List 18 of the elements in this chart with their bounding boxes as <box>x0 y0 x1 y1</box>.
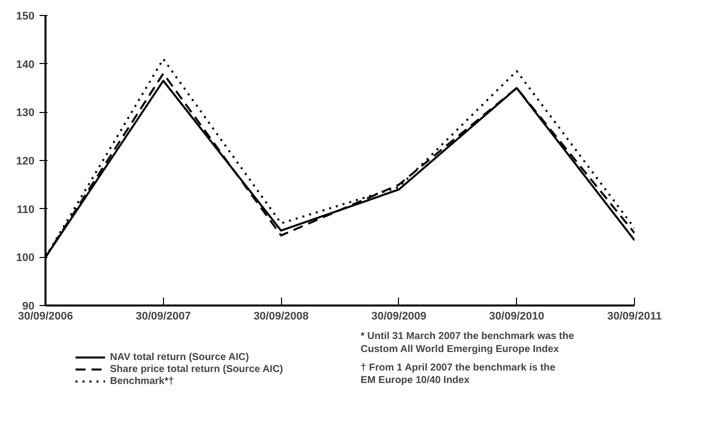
y-tick-label: 150 <box>16 10 35 22</box>
x-tick-label: 30/09/2006 <box>18 310 74 322</box>
x-tick-label: 30/09/2011 <box>607 310 662 322</box>
y-tick-label: 120 <box>16 156 35 168</box>
x-tick-label: 30/09/2007 <box>136 310 191 322</box>
legend-label: Share price total return (Source AIC) <box>110 363 283 375</box>
x-tick-label: 30/09/2010 <box>489 310 544 322</box>
x-tick-label: 30/09/2009 <box>371 310 426 322</box>
x-tick-label: 30/09/2008 <box>254 310 309 322</box>
legend-label: NAV total return (Source AIC) <box>110 351 249 363</box>
y-tick-label: 110 <box>16 204 35 216</box>
text: † From 1 April 2007 the benchmark is the EM Europe 10/40 Index <box>360 362 556 386</box>
y-tick-label: 90 <box>22 300 35 312</box>
text: * Until 31 March 2007 the benchmark was the Custom All World Emerging Europe Index <box>360 331 574 355</box>
legend-label: Benchmark*† <box>110 375 174 387</box>
y-tick-label: 140 <box>16 58 35 71</box>
y-tick-label: 130 <box>16 107 35 120</box>
y-tick-label: 100 <box>16 252 35 264</box>
